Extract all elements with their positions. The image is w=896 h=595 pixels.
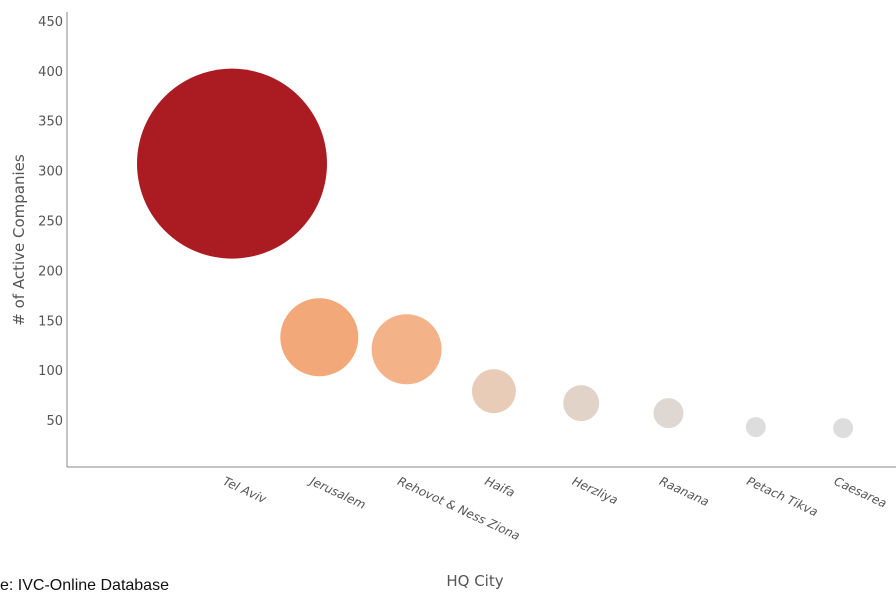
y-tick-label: 50 bbox=[46, 414, 63, 429]
bubbles bbox=[137, 68, 854, 439]
y-tick-label: 300 bbox=[38, 165, 63, 180]
y-axis-title: # of Active Companies bbox=[10, 154, 28, 326]
x-category-label: Herzliya bbox=[570, 474, 620, 507]
y-tick-label: 450 bbox=[38, 15, 63, 30]
x-category-label: Raanana bbox=[657, 474, 711, 509]
bubble-jerusalem bbox=[280, 298, 359, 377]
y-tick-label: 100 bbox=[38, 364, 63, 379]
bubble-rehovot-ness-ziona bbox=[371, 314, 442, 385]
bubble-caesarea bbox=[833, 418, 854, 439]
x-axis-title: HQ City bbox=[446, 572, 503, 590]
y-tick-label: 350 bbox=[38, 115, 63, 130]
y-axis-ticks: 50 100 150 200 250 300 350 400 450 bbox=[38, 15, 63, 429]
x-axis-category-labels: Tel Aviv Jerusalem Rehovot & Ness ZionaHai… bbox=[221, 473, 889, 543]
x-category-label: Tel Aviv bbox=[221, 474, 270, 507]
bubble-haifa bbox=[471, 369, 516, 414]
y-tick-label: 400 bbox=[38, 65, 63, 80]
y-tick-label: 200 bbox=[38, 264, 63, 279]
source-note: ce: IVC-Online Database bbox=[0, 577, 169, 594]
y-tick-label: 150 bbox=[38, 314, 63, 329]
x-category-label: Haifa bbox=[483, 474, 517, 500]
y-tick-label: 250 bbox=[38, 215, 63, 230]
bubble-herzliya bbox=[563, 385, 600, 422]
x-category-label: Jerusalem bbox=[306, 473, 368, 512]
bubble-petach-tikva bbox=[745, 417, 766, 438]
bubble-tel-aviv bbox=[137, 68, 327, 259]
bubble-raanana bbox=[653, 398, 684, 429]
x-category-label: Caesarea bbox=[832, 474, 889, 511]
x-category-label: Petach Tikva bbox=[745, 474, 820, 519]
